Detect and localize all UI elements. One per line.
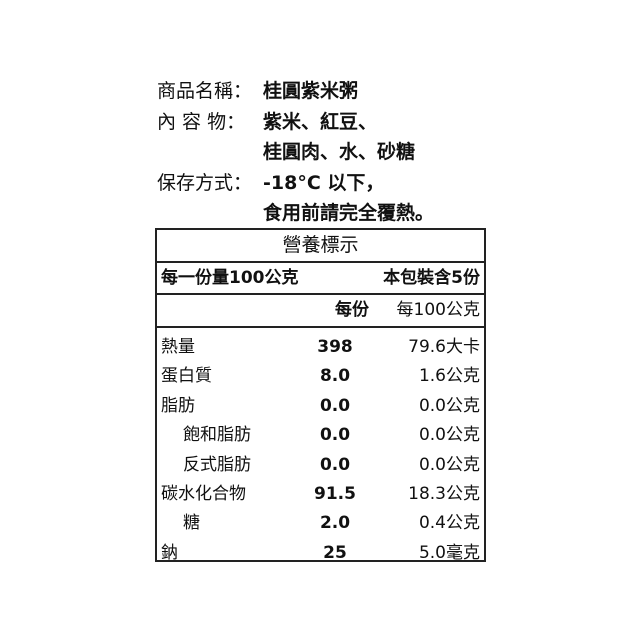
- storage-row-2: 食用前請完全覆熱。: [157, 198, 434, 229]
- per-100g-value: 79.6大卡: [408, 337, 480, 357]
- per-serving-value: 2.0: [319, 513, 351, 534]
- nutrient-row: 糖 2.0 0.4公克: [157, 509, 484, 538]
- per-100g-value: 0.0公克: [418, 454, 480, 475]
- nutrient-name: 碳水化合物: [161, 483, 246, 504]
- per-100g-value: 0.0公克: [418, 395, 480, 416]
- nutrient-name: 脂肪: [161, 395, 195, 416]
- nutrient-name: 鈉: [161, 542, 178, 563]
- per-serving-value: 0.0: [319, 454, 351, 475]
- nutrient-name: 糖: [183, 513, 200, 534]
- nutrient-row: 熱量 398 79.6大卡: [157, 333, 484, 362]
- storage-line-1: -18°C 以下，: [263, 171, 385, 194]
- contents-label: 內 容 物：: [157, 110, 246, 133]
- nutrient-row: 蛋白質 8.0 1.6公克: [157, 362, 484, 391]
- per-100g-value: 18.3公克: [408, 483, 480, 504]
- nutrient-row: 脂肪 0.0 0.0公克: [157, 392, 484, 421]
- per-serving-value: 91.5: [314, 483, 356, 504]
- per-100g-value: 1.6公克: [418, 366, 480, 387]
- contents-row-2: 桂圓肉、水、砂糖: [157, 137, 434, 168]
- per-100g-value: 0.0公克: [418, 425, 480, 446]
- product-name-label: 商品名稱：: [157, 80, 253, 102]
- product-name-row: 商品名稱： 桂圓紫米粥: [157, 76, 434, 107]
- per-100g-value: 5.0毫克: [418, 542, 480, 563]
- nutrient-name: 熱量: [161, 337, 195, 357]
- contents-row: 內 容 物： 紫米、紅豆、: [157, 107, 434, 138]
- nutrient-row: 鈉 25 5.0毫克: [157, 539, 484, 568]
- per-serving-value: 25: [323, 542, 347, 563]
- column-per-100g: 每100公克: [396, 300, 480, 320]
- nutrition-table: 營養標示 每一份量100公克 本包裝含5份 每份 每100公克 熱量 398 79.…: [155, 228, 486, 563]
- nutrient-row: 碳水化合物 91.5 18.3公克: [157, 480, 484, 509]
- per-serving-value: 8.0: [319, 366, 351, 387]
- serving-row: 每一份量100公克 本包裝含5份: [157, 263, 484, 295]
- nutrient-name: 反式脂肪: [183, 454, 251, 475]
- per-100g-value: 0.4公克: [418, 513, 480, 534]
- nutrient-rows: 熱量 398 79.6大卡 蛋白質 8.0 1.6公克 脂肪 0.0 0.0公克 飽和脂肪 0.0 0…: [157, 328, 484, 568]
- contents-line-1: 紫米、紅豆、: [263, 110, 378, 133]
- product-info: 商品名稱： 桂圓紫米粥 內 容 物： 紫米、紅豆、 桂圓肉、水、砂糖 保存方式：…: [157, 76, 434, 229]
- nutrient-name: 蛋白質: [161, 366, 212, 387]
- nutrition-title: 營養標示: [157, 230, 484, 263]
- nutrient-name: 飽和脂肪: [183, 425, 251, 446]
- nutrient-row: 飽和脂肪 0.0 0.0公克: [157, 421, 484, 450]
- column-header-row: 每份 每100公克: [157, 295, 484, 328]
- column-per-serving: 每份: [335, 300, 369, 320]
- contents-line-2: 桂圓肉、水、砂糖: [263, 141, 416, 163]
- product-name-value: 桂圓紫米粥: [263, 80, 359, 102]
- per-serving-value: 0.0: [319, 395, 351, 416]
- nutrient-row: 反式脂肪 0.0 0.0公克: [157, 451, 484, 480]
- storage-line-2: 食用前請完全覆熱。: [263, 202, 435, 224]
- storage-label: 保存方式：: [157, 171, 253, 194]
- servings-per-pack: 本包裝含5份: [383, 268, 480, 288]
- per-serving-value: 398: [317, 337, 353, 357]
- serving-size: 每一份量100公克: [161, 268, 299, 288]
- storage-row: 保存方式： -18°C 以下，: [157, 168, 434, 199]
- per-serving-value: 0.0: [319, 425, 351, 446]
